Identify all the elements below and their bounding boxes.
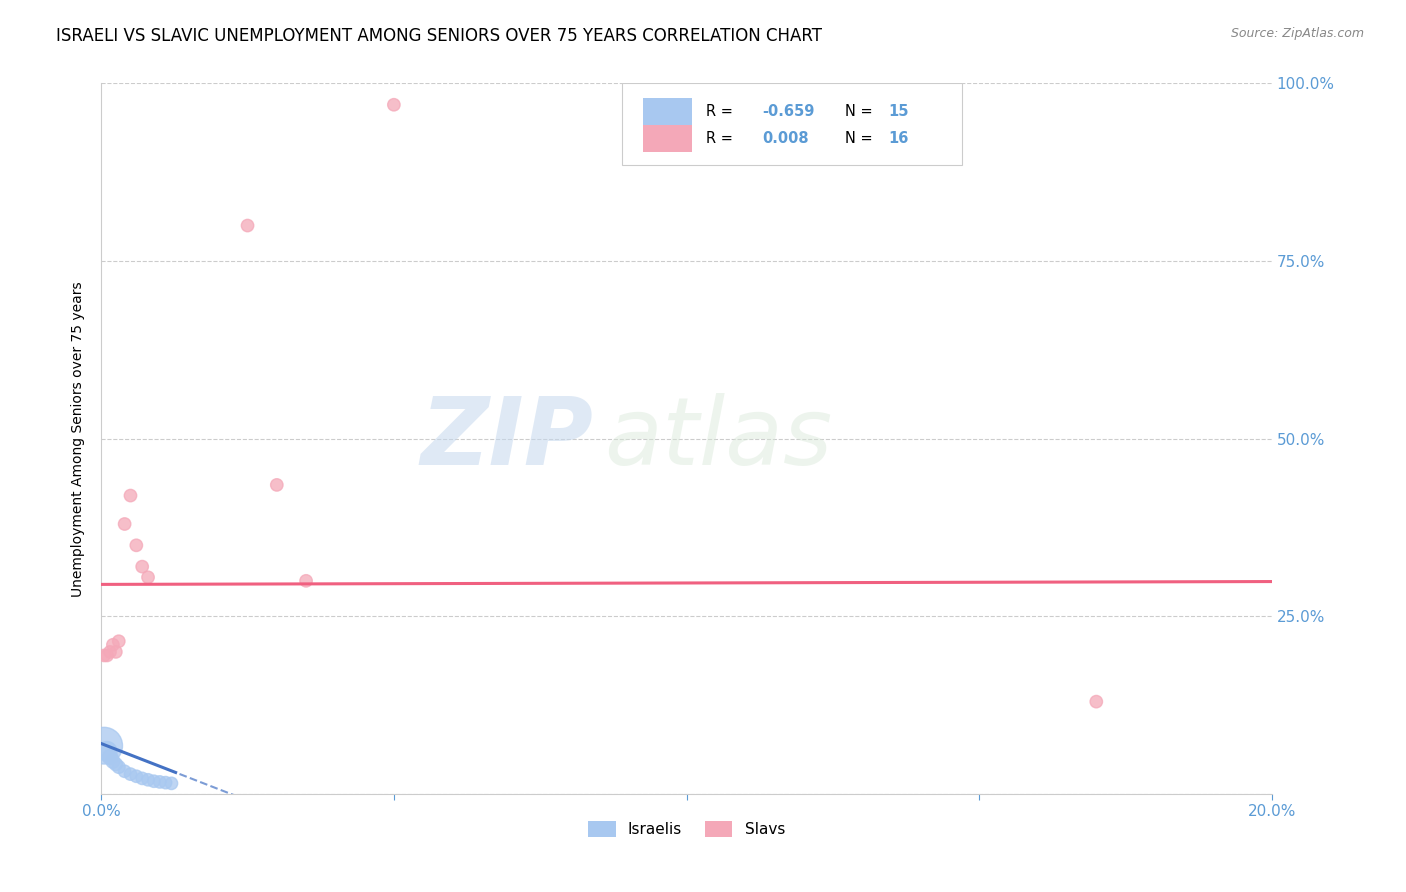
Point: [107, 634, 129, 648]
Point: [101, 755, 124, 769]
Point: [96, 648, 118, 663]
Text: N =: N =: [845, 131, 877, 146]
Point: [136, 772, 159, 787]
Point: [107, 760, 129, 774]
Point: [125, 538, 148, 552]
Point: [236, 219, 259, 233]
Legend: Israelis, Slavs: Israelis, Slavs: [582, 815, 792, 843]
Point: [120, 767, 142, 781]
Text: 16: 16: [889, 131, 908, 146]
FancyBboxPatch shape: [623, 84, 962, 165]
Point: [104, 757, 127, 772]
Point: [1085, 695, 1108, 709]
Point: [120, 489, 142, 503]
Point: [142, 774, 165, 789]
Point: [149, 775, 172, 789]
Point: [114, 764, 136, 779]
Point: [266, 478, 288, 492]
Point: [155, 775, 177, 789]
Point: [131, 772, 153, 786]
Point: [136, 570, 159, 584]
Point: [96, 744, 118, 758]
Point: [93, 648, 115, 663]
Text: R =: R =: [706, 103, 738, 119]
Point: [125, 769, 148, 783]
Point: [131, 559, 153, 574]
FancyBboxPatch shape: [643, 126, 692, 153]
Text: 15: 15: [889, 103, 908, 119]
Point: [295, 574, 318, 588]
Text: ISRAELI VS SLAVIC UNEMPLOYMENT AMONG SENIORS OVER 75 YEARS CORRELATION CHART: ISRAELI VS SLAVIC UNEMPLOYMENT AMONG SEN…: [56, 27, 823, 45]
Point: [382, 97, 405, 112]
Point: [93, 739, 115, 753]
Text: R =: R =: [706, 131, 738, 146]
Point: [98, 645, 121, 659]
FancyBboxPatch shape: [643, 97, 692, 125]
Point: [114, 516, 136, 531]
Point: [160, 776, 183, 790]
Text: atlas: atlas: [605, 393, 832, 484]
Text: ZIP: ZIP: [420, 392, 593, 484]
Text: N =: N =: [845, 103, 877, 119]
Point: [101, 638, 124, 652]
Point: [104, 645, 127, 659]
Text: -0.659: -0.659: [762, 103, 815, 119]
Text: Source: ZipAtlas.com: Source: ZipAtlas.com: [1230, 27, 1364, 40]
Y-axis label: Unemployment Among Seniors over 75 years: Unemployment Among Seniors over 75 years: [72, 281, 86, 597]
Point: [98, 750, 121, 764]
Text: 0.008: 0.008: [762, 131, 810, 146]
